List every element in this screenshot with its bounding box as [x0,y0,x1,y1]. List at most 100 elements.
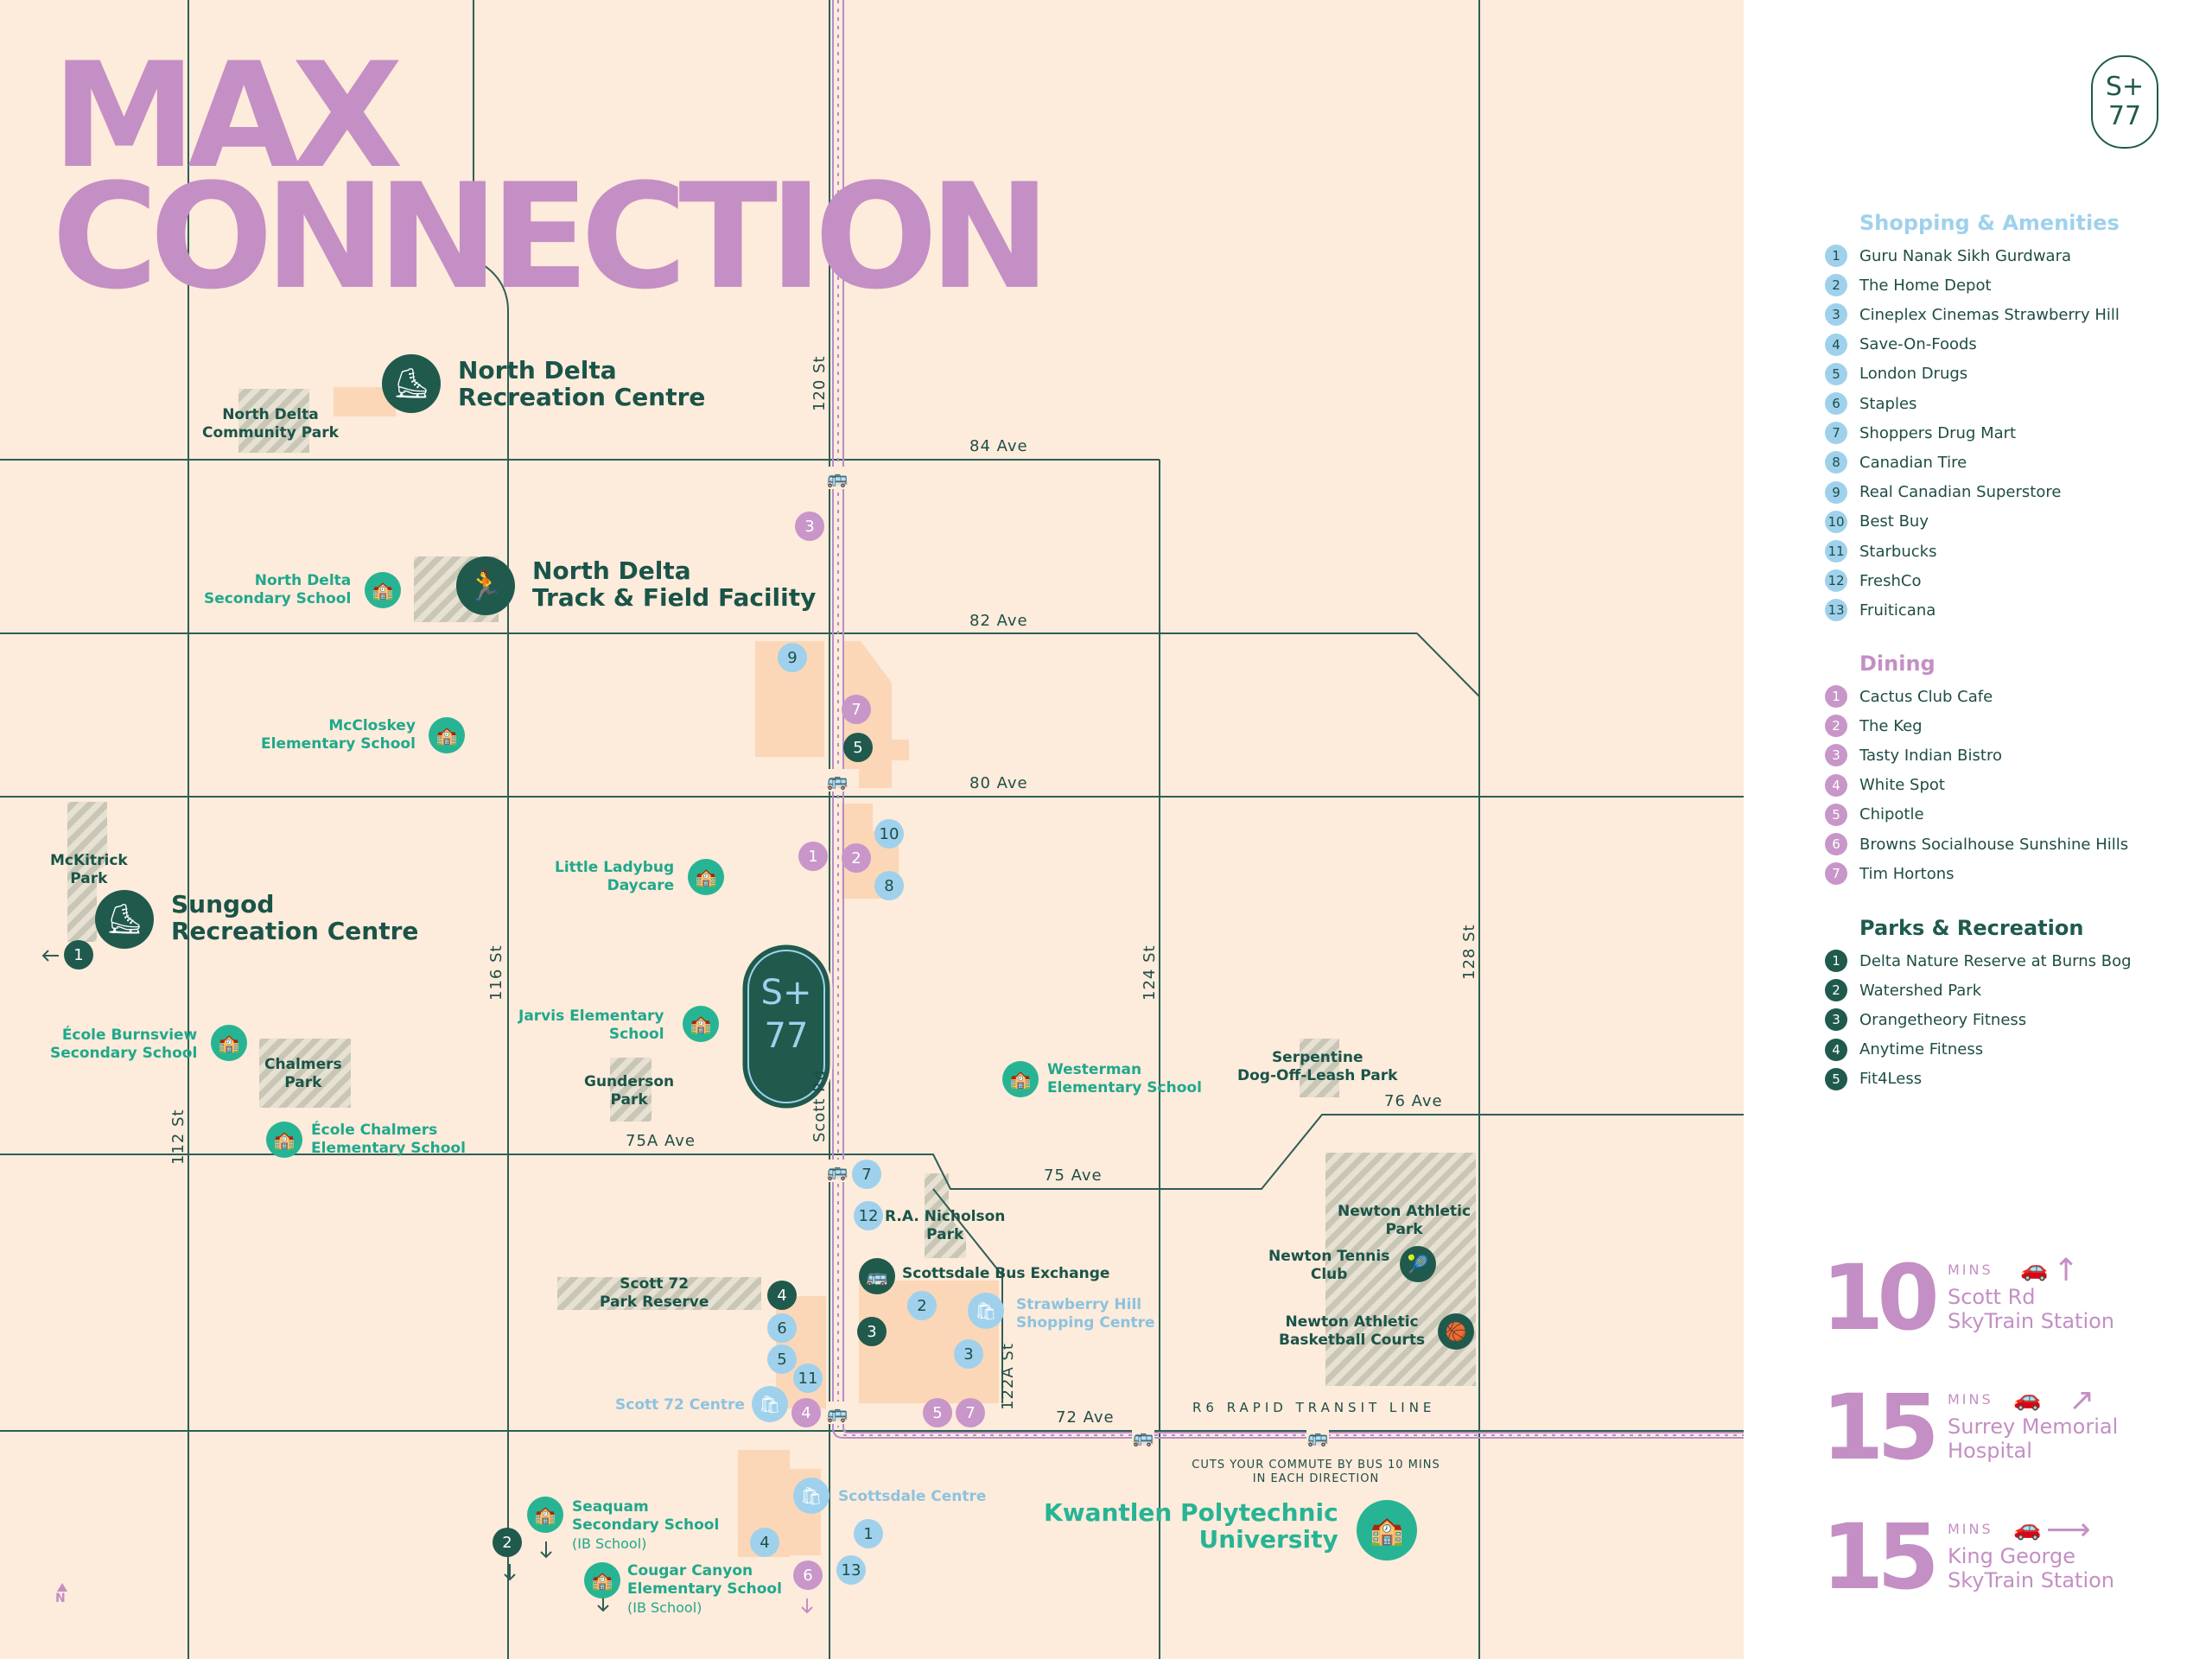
legend-item-number: 2 [1825,274,1847,297]
park-area [259,1039,351,1108]
travel-minutes: 15 [1821,1375,1940,1480]
dining-pin[interactable]: 3 [795,512,824,541]
shopping-pin[interactable]: 9 [778,643,807,672]
travel-minutes: 10 [1821,1245,1940,1351]
brand-logo: S+ 77 [2091,55,2158,149]
legend-item[interactable]: 2 The Home Depot [1825,273,1992,297]
legend-item[interactable]: 9 Real Canadian Superstore [1825,480,2061,505]
parks-pin[interactable]: 3 [857,1317,887,1346]
cougar-canyon-name: Cougar Canyon Elementary School [627,1562,782,1599]
street-128-st: 128 St [1460,924,1478,980]
arrow-icon: ↑ [2053,1253,2080,1288]
travel-destination: Scott Rd SkyTrain Station [1948,1285,2114,1333]
legend-item[interactable]: 7 Shoppers Drug Mart [1825,421,2016,445]
legend-item[interactable]: 5 London Drugs [1825,362,1967,386]
legend-item[interactable]: 11 Starbucks [1825,539,1936,563]
legend-item-number: 7 [1825,862,1847,886]
street-76-ave: 76 Ave [1384,1092,1443,1110]
legend-item[interactable]: 1 Cactus Club Cafe [1825,684,1993,709]
legend-item-label: Chipotle [1859,805,1924,824]
legend-item[interactable]: 1 Guru Nanak Sikh Gurdwara [1825,244,2071,268]
shopping-bag-icon: 🛍 [968,1293,1004,1329]
dining-pin[interactable]: 7 [842,695,871,724]
legend-item[interactable]: 3 Orangetheory Fitness [1825,1007,2026,1032]
brand-logo-line1: S+ [2105,71,2145,102]
shopping-pin[interactable]: 6 [767,1313,797,1343]
mckitrick-park: McKitrick Park [50,852,128,888]
dining-pin[interactable]: 2 [842,843,871,873]
shopping-pin[interactable]: 1 [854,1519,883,1548]
transit-note: CUTS YOUR COMMUTE BY BUS 10 MINS IN EACH … [1192,1459,1440,1486]
dining-pin[interactable]: 5 [923,1398,952,1427]
travel-dest-line1: King George [1948,1544,2075,1568]
shopping-pin[interactable]: 5 [767,1344,797,1374]
legend-item-number: 2 [1825,715,1847,738]
dining-pin[interactable]: 6 [793,1560,823,1590]
legend-shopping-title: Shopping & Amenities [1859,211,2120,235]
parks-pin[interactable]: 2 [493,1528,522,1557]
legend-item-label: Tim Hortons [1859,864,1955,883]
legend-item[interactable]: 4 White Spot [1825,773,1945,798]
shopping-pin[interactable]: 8 [874,871,904,900]
legend-item[interactable]: 10 Best Buy [1825,510,1929,534]
dining-pin[interactable]: 1 [798,842,828,871]
travel-time-skytrain: 10 MINS 🚗 ↑ Scott Rd SkyTrain Station [1821,1253,2184,1357]
school-icon: 🏫 [688,859,724,895]
legend-item[interactable]: 2 The Keg [1825,714,1923,738]
westerman-school: Westerman Elementary School [1047,1061,1202,1097]
legend-item-number: 10 [1825,510,1847,533]
legend-item-number: 5 [1825,1067,1847,1090]
legend-item[interactable]: 4 Anytime Fitness [1825,1038,1983,1062]
legend-item-label: Save-On-Foods [1859,335,1977,354]
parks-pin[interactable]: 5 [843,733,873,762]
little-ladybug-daycare: Little Ladybug Daycare [555,859,675,895]
legend-item[interactable]: 1 Delta Nature Reserve at Burns Bog [1825,949,2132,973]
parks-pin[interactable]: 4 [767,1281,797,1310]
shopping-pin[interactable]: 2 [907,1291,937,1320]
legend-item[interactable]: 12 FreshCo [1825,569,1922,593]
shopping-pin[interactable]: 13 [836,1555,866,1585]
dining-pin[interactable]: 7 [956,1398,985,1427]
legend-item-number: 8 [1825,451,1847,474]
legend-item[interactable]: 3 Cineplex Cinemas Strawberry Hill [1825,302,2120,327]
scott-72-park-reserve: Scott 72 Park Reserve [600,1275,709,1312]
travel-time-hospital: 15 MINS 🚗 ↗ Surrey Memorial Hospital [1821,1382,2184,1486]
shopping-pin[interactable]: 11 [793,1363,823,1393]
travel-destination: King George SkyTrain Station [1948,1544,2114,1592]
travel-dest-line1: Surrey Memorial [1948,1414,2119,1439]
travel-unit: MINS [1948,1262,1993,1278]
shopping-pin[interactable]: 12 [854,1201,883,1230]
car-icon: 🚗 [2020,1256,2049,1282]
parks-pin[interactable]: 1 [64,940,93,969]
legend-item-number: 12 [1825,569,1847,593]
legend-item[interactable]: 5 Chipotle [1825,803,1924,827]
street-112-st: 112 St [169,1109,188,1165]
legend-item[interactable]: 5 Fit4Less [1825,1067,1922,1091]
shopping-pin[interactable]: 10 [874,819,904,849]
legend-item[interactable]: 8 Canadian Tire [1825,450,1967,474]
travel-dest-line2: Hospital [1948,1438,2032,1463]
legend-parks-title: Parks & Recreation [1859,916,2084,940]
legend-item-number: 1 [1825,685,1847,708]
legend-item[interactable]: 6 Staples [1825,391,1916,416]
travel-minutes: 15 [1821,1504,1940,1610]
park-area [557,1277,761,1310]
legend-item[interactable]: 3 Tasty Indian Bistro [1825,743,2002,767]
seaquam-school-sub: (IB School) [572,1535,647,1552]
legend-item[interactable]: 6 Browns Socialhouse Sunshine Hills [1825,832,2128,856]
legend-item-label: The Keg [1859,716,1923,735]
bus-icon: 🚌 [826,467,849,489]
shopping-pin[interactable]: 4 [750,1528,779,1557]
scott-72-centre: Scott 72 Centre [615,1396,745,1414]
legend-item[interactable]: 13 Fruiticana [1825,598,1936,622]
legend-item-label: Browns Socialhouse Sunshine Hills [1859,835,2129,854]
legend-item-number: 11 [1825,540,1847,563]
shopping-pin[interactable]: 7 [852,1160,881,1189]
legend-item-label: Staples [1859,394,1917,413]
shopping-pin[interactable]: 3 [954,1339,983,1369]
legend-item[interactable]: 2 Watershed Park [1825,978,1981,1002]
dining-pin[interactable]: 4 [791,1398,821,1427]
legend-item[interactable]: 7 Tim Hortons [1825,861,1955,886]
travel-destination: Surrey Memorial Hospital [1948,1414,2119,1463]
legend-item[interactable]: 4 Save-On-Foods [1825,333,1977,357]
